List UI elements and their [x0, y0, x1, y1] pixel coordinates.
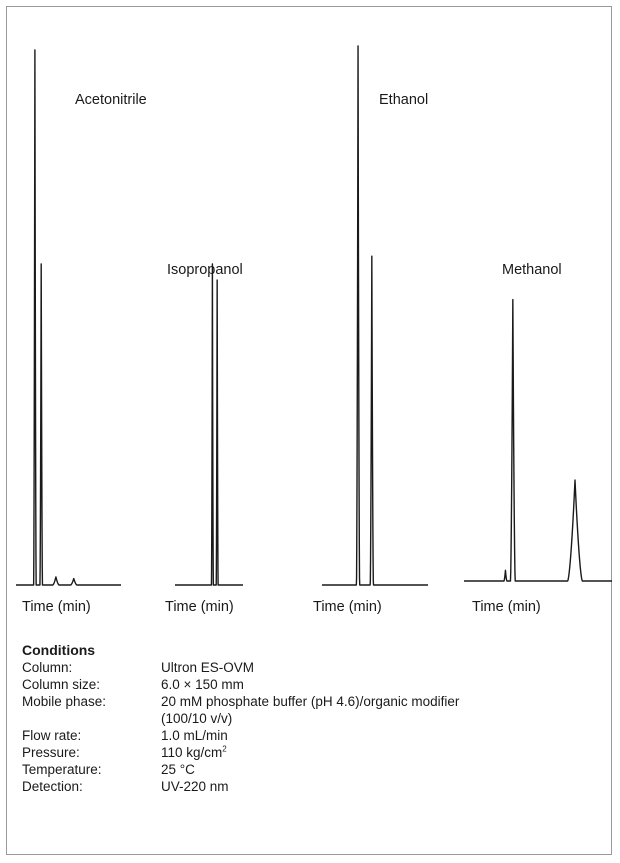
condition-key: Mobile phase:: [22, 694, 107, 709]
condition-value: 6.0 × 150 mm: [161, 677, 244, 692]
peak-acetonitrile-2: [40, 263, 42, 265]
condition-value: 25 °C: [161, 762, 195, 777]
conditions-title: Conditions: [22, 642, 96, 658]
figure-frame: [6, 6, 612, 855]
pressure-exponent: 2: [222, 744, 227, 754]
peak-ethanol-2: [371, 255, 373, 257]
condition-key: Temperature:: [22, 762, 102, 777]
condition-key: Column size:: [22, 677, 101, 692]
condition-value: Ultron ES-OVM: [161, 660, 255, 675]
xlabel-acetonitrile: Time (min): [22, 599, 91, 615]
condition-row-column-size: Column size: 6.0 × 150 mm: [22, 676, 602, 693]
condition-value: 1.0 mL/min: [161, 728, 228, 743]
peak-methanol-3: [574, 479, 576, 481]
condition-value-line1: 20 mM phosphate buffer (pH 4.6)/organic …: [161, 694, 460, 709]
condition-value: 20 mM phosphate buffer (pH 4.6)/organic …: [161, 693, 602, 727]
xlabel-isopropanol: Time (min): [165, 599, 234, 615]
condition-row-column: Column: Ultron ES-OVM: [22, 659, 602, 676]
condition-row-temperature: Temperature: 25 °C: [22, 761, 602, 778]
panel-title-ethanol: Ethanol: [379, 92, 429, 108]
peak-ethanol-1: [357, 45, 359, 47]
condition-row-pressure: Pressure: 110 kg/cm2: [22, 744, 602, 761]
panel-title-isopropanol: Isopropanol: [167, 262, 243, 278]
pressure-value: 110 kg/cm: [161, 745, 223, 760]
panel-title-methanol: Methanol: [502, 262, 562, 278]
condition-key: Detection:: [22, 779, 83, 794]
trace-acetonitrile: [15, 49, 122, 586]
condition-row-mobile-phase: Mobile phase: 20 mM phosphate buffer (pH…: [22, 693, 602, 727]
trace-ethanol: [321, 45, 429, 586]
condition-key: Flow rate:: [22, 728, 82, 743]
trace-methanol: [463, 298, 613, 582]
conditions-block: Conditions Column: Ultron ES-OVM Column …: [22, 642, 602, 795]
condition-key: Column:: [22, 660, 73, 675]
peak-isopropanol-1: [212, 263, 213, 265]
xlabel-ethanol: Time (min): [313, 599, 382, 615]
condition-value-line2: (100/10 v/v): [161, 711, 233, 726]
condition-key: Pressure:: [22, 745, 80, 760]
peak-isopropanol-2: [216, 279, 218, 281]
condition-row-detection: Detection: UV-220 nm: [22, 778, 602, 795]
peak-methanol-1: [505, 569, 506, 571]
condition-value: 110 kg/cm2: [161, 744, 602, 761]
peak-methanol-2: [512, 299, 514, 300]
peak-acetonitrile-3: [55, 576, 57, 578]
trace-isopropanol: [174, 263, 244, 586]
peak-acetonitrile-1: [34, 49, 36, 51]
panel-title-acetonitrile: Acetonitrile: [75, 92, 147, 108]
peak-acetonitrile-4: [73, 578, 75, 579]
condition-value: UV-220 nm: [161, 779, 229, 794]
condition-row-flow-rate: Flow rate: 1.0 mL/min: [22, 727, 602, 744]
xlabel-methanol: Time (min): [472, 599, 541, 615]
